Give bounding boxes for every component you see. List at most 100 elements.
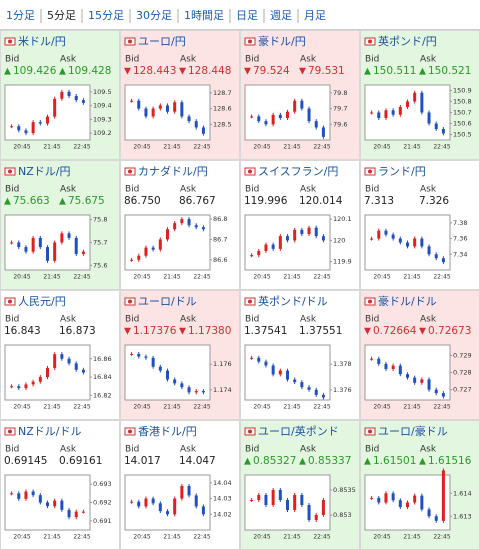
candle (406, 101, 409, 107)
pair-name[interactable]: 人民元/円 (18, 295, 66, 308)
candle (314, 389, 318, 395)
tab[interactable]: 15分足 (88, 9, 124, 22)
tab[interactable]: 1時間足 (184, 9, 224, 22)
candle (173, 223, 177, 230)
candle (187, 116, 191, 122)
time-label: 22:45 (433, 534, 450, 541)
y-tick-label: 150.7 (453, 109, 472, 117)
pair-name[interactable]: 豪ドル/円 (258, 34, 306, 48)
pair-name[interactable]: スイスフラン/円 (258, 165, 338, 178)
candle (257, 495, 261, 500)
candle (10, 242, 14, 244)
candle (67, 233, 71, 238)
y-tick-label: 150.5 (453, 131, 472, 139)
candle (398, 365, 402, 375)
ask-label: Ask (420, 315, 437, 325)
bid-label: Bid (125, 185, 139, 195)
pair-name[interactable]: ユーロ/豪ドル (378, 424, 448, 438)
candle (420, 379, 424, 383)
candle (24, 491, 28, 499)
tab[interactable]: 日足 (236, 9, 258, 22)
pair-name[interactable]: ランド/円 (378, 165, 426, 178)
time-label: 20:45 (253, 144, 270, 151)
pair-name[interactable]: NZドル/円 (18, 165, 70, 178)
candle (31, 381, 35, 385)
tab[interactable]: 1分足 (6, 9, 35, 22)
tab[interactable]: 月足 (304, 9, 326, 22)
bid-arrow: ▲ (4, 197, 11, 207)
pair-name[interactable]: 豪ドル/ドル (378, 294, 437, 308)
candle (300, 382, 304, 388)
candle (427, 246, 431, 255)
ask-arrow: ▲ (59, 197, 66, 207)
ask-arrow: ▲ (419, 457, 426, 467)
candle (201, 227, 205, 230)
time-label: 21:45 (43, 144, 60, 151)
candle (434, 254, 438, 259)
flag-dot (248, 39, 252, 44)
time-label: 22:45 (193, 274, 210, 281)
y-tick-label: 79.6 (333, 120, 347, 128)
candle (427, 112, 431, 124)
tab[interactable]: 週足 (270, 9, 292, 22)
time-label: 21:45 (403, 534, 420, 541)
candle (391, 365, 395, 370)
pair-name[interactable]: ユーロ/英ポンド (258, 424, 339, 438)
candle (377, 112, 381, 118)
bid-value: 16.843 (4, 325, 41, 337)
candle (60, 500, 64, 510)
candle (250, 255, 254, 257)
candle (264, 361, 268, 366)
pair-name[interactable]: 英ポンド/円 (378, 34, 437, 48)
bid-label: Bid (5, 185, 19, 195)
candle (264, 244, 268, 251)
bid-label: Bid (365, 315, 379, 325)
y-tick-label: 79.7 (333, 105, 347, 113)
candle (420, 92, 424, 113)
candle (321, 500, 325, 515)
candle (151, 498, 155, 504)
pair-name[interactable]: カナダドル/円 (138, 164, 208, 178)
pair-name[interactable]: 米ドル/円 (18, 35, 66, 48)
candle (257, 250, 261, 256)
pair-name[interactable]: 香港ドル/円 (138, 425, 197, 438)
flag-dot (368, 169, 372, 174)
ask-value: 7.326 (419, 195, 449, 207)
candle (413, 92, 417, 102)
candle (74, 511, 78, 518)
candle (187, 219, 191, 226)
pair-name[interactable]: NZドル/ドル (18, 425, 81, 438)
time-label: 20:45 (253, 534, 270, 541)
bid-label: Bid (5, 445, 19, 455)
y-tick-label: 109.3 (93, 115, 112, 123)
y-tick-label: 0.8535 (333, 486, 356, 494)
time-label: 20:45 (373, 144, 390, 151)
ask-label: Ask (180, 315, 197, 325)
candle (180, 486, 184, 499)
candle (314, 121, 318, 128)
candle (144, 108, 148, 117)
tab[interactable]: 30分足 (136, 9, 172, 22)
y-tick-label: 75.8 (93, 216, 107, 224)
pair-name[interactable]: ユーロ/円 (138, 35, 186, 48)
y-tick-label: 1.176 (213, 360, 232, 368)
candle (17, 242, 21, 248)
ask-value: 0.72673 (428, 325, 471, 337)
y-tick-label: 150.6 (453, 120, 472, 128)
pair-name[interactable]: ユーロ/ドル (138, 295, 197, 308)
y-tick-label: 0.691 (93, 517, 112, 525)
bid-arrow: ▼ (124, 327, 131, 337)
pair-name[interactable]: 英ポンド/ドル (258, 294, 328, 308)
y-tick-label: 128.7 (213, 89, 232, 97)
ask-label: Ask (420, 445, 437, 455)
ask-label: Ask (300, 315, 317, 325)
candle (257, 357, 261, 362)
candle (166, 511, 169, 515)
ask-value: 128.448 (188, 65, 231, 77)
time-label: 21:45 (163, 274, 180, 281)
bid-label: Bid (365, 445, 379, 455)
y-tick-label: 1.174 (213, 386, 232, 394)
y-tick-label: 14.03 (213, 495, 232, 503)
candle (67, 358, 71, 364)
bid-value: 109.426 (13, 65, 57, 77)
